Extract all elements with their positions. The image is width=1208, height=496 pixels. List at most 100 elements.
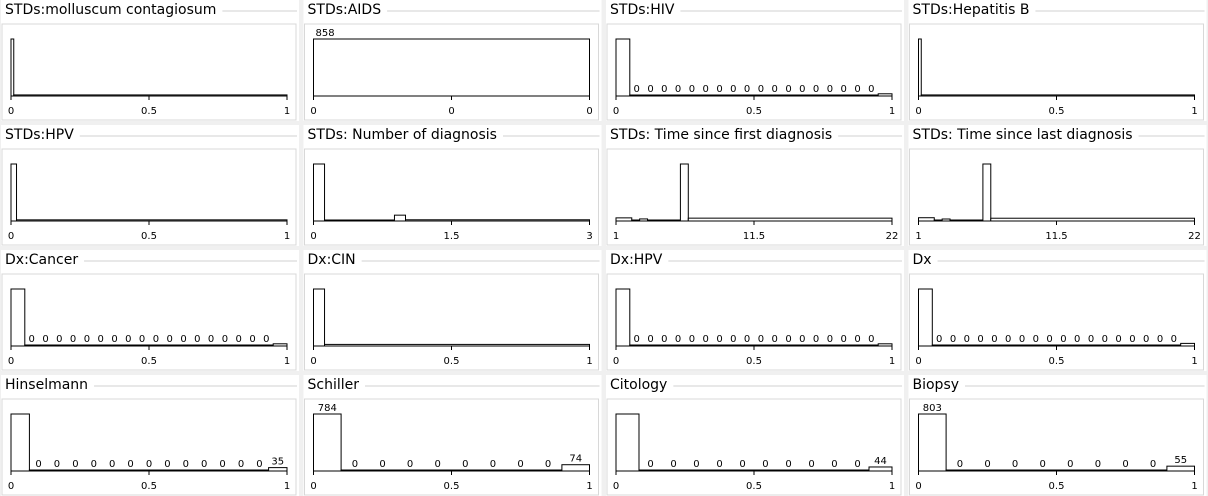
bar bbox=[10, 288, 26, 347]
bar bbox=[1097, 344, 1113, 347]
bar bbox=[687, 217, 893, 222]
data-label: 0 bbox=[661, 84, 667, 95]
bar bbox=[945, 469, 975, 472]
chart-title: Biopsy bbox=[913, 377, 960, 393]
data-label: 0 bbox=[139, 334, 145, 345]
bar bbox=[850, 344, 865, 347]
x-tick-label: 0 bbox=[310, 356, 316, 367]
data-label: 0 bbox=[854, 459, 860, 470]
panel bbox=[606, 250, 904, 371]
bar bbox=[629, 94, 645, 97]
bar bbox=[730, 469, 755, 472]
data-label: 0 bbox=[1067, 459, 1073, 470]
data-label: 0 bbox=[991, 334, 997, 345]
data-label: 44 bbox=[874, 456, 887, 467]
bar bbox=[753, 469, 778, 472]
bar bbox=[836, 94, 852, 97]
chart-title: STDs:Hepatitis B bbox=[913, 2, 1030, 18]
data-label: 0 bbox=[1088, 334, 1094, 345]
bar bbox=[615, 38, 631, 97]
bar bbox=[28, 469, 49, 472]
bar bbox=[313, 38, 590, 97]
data-label: 0 bbox=[84, 334, 90, 345]
bar bbox=[203, 344, 219, 347]
bar bbox=[707, 469, 732, 472]
x-tick-label: 1 bbox=[1191, 106, 1197, 117]
data-label: 0 bbox=[703, 84, 709, 95]
data-label: 0 bbox=[1171, 334, 1177, 345]
bar bbox=[231, 469, 251, 472]
data-label: 0 bbox=[689, 334, 695, 345]
bar bbox=[822, 344, 838, 347]
panel bbox=[606, 375, 904, 496]
panel bbox=[908, 375, 1207, 496]
plot-frame bbox=[304, 148, 599, 246]
bar bbox=[712, 94, 727, 97]
bar bbox=[1000, 344, 1016, 347]
bar bbox=[258, 344, 274, 347]
data-label: 0 bbox=[808, 459, 814, 470]
bar bbox=[868, 466, 893, 472]
data-label: 0 bbox=[238, 459, 244, 470]
data-label: 35 bbox=[271, 457, 284, 468]
data-label: 0 bbox=[670, 459, 676, 470]
data-label: 0 bbox=[772, 84, 778, 95]
plot-frame bbox=[909, 23, 1204, 121]
data-label: 0 bbox=[352, 459, 358, 470]
bar bbox=[249, 469, 270, 472]
data-label: 0 bbox=[98, 334, 104, 345]
data-label: 0 bbox=[744, 334, 750, 345]
data-label: 0 bbox=[1115, 334, 1121, 345]
data-label: 0 bbox=[785, 459, 791, 470]
data-label: 0 bbox=[785, 84, 791, 95]
bar bbox=[1138, 469, 1168, 472]
bar bbox=[478, 469, 508, 472]
data-label: 0 bbox=[72, 459, 78, 470]
bar bbox=[324, 219, 395, 222]
bar bbox=[1028, 344, 1044, 347]
bar bbox=[231, 344, 247, 347]
x-tick-label: 0.5 bbox=[1049, 356, 1065, 367]
bar bbox=[10, 38, 15, 97]
bar bbox=[836, 344, 852, 347]
bar bbox=[631, 219, 641, 222]
x-tick-label: 0 bbox=[8, 231, 14, 242]
data-label: 0 bbox=[109, 459, 115, 470]
bar bbox=[918, 413, 947, 472]
data-label: 0 bbox=[54, 459, 60, 470]
x-tick-label: 0.5 bbox=[141, 231, 157, 242]
bar bbox=[1014, 344, 1030, 347]
data-label: 0 bbox=[517, 459, 523, 470]
bar bbox=[661, 469, 686, 472]
data-label: 0 bbox=[1033, 334, 1039, 345]
data-label: 0 bbox=[950, 334, 956, 345]
panel bbox=[1, 0, 299, 121]
bar bbox=[1166, 465, 1196, 472]
bar bbox=[1111, 344, 1126, 347]
bar bbox=[698, 94, 714, 97]
bar bbox=[753, 94, 769, 97]
plot-frame bbox=[304, 273, 599, 371]
bar bbox=[148, 344, 164, 347]
data-label: 0 bbox=[435, 459, 441, 470]
bar bbox=[767, 344, 783, 347]
data-label: 0 bbox=[693, 459, 699, 470]
chart-title: STDs: Number of diagnosis bbox=[308, 127, 497, 143]
bar bbox=[931, 344, 947, 347]
plot-frame bbox=[606, 148, 902, 246]
bar bbox=[643, 344, 658, 347]
bar bbox=[47, 469, 67, 472]
x-tick-label: 0 bbox=[915, 356, 921, 367]
plot-frame bbox=[909, 148, 1204, 246]
bar bbox=[670, 94, 686, 97]
data-label: 0 bbox=[42, 334, 48, 345]
bar bbox=[217, 344, 233, 347]
plot-frame bbox=[1, 398, 297, 496]
panel bbox=[303, 375, 602, 496]
data-label: 0 bbox=[249, 334, 255, 345]
data-label: 0 bbox=[827, 84, 833, 95]
data-label: 0 bbox=[936, 334, 942, 345]
x-tick-label: 1.5 bbox=[444, 231, 460, 242]
bar bbox=[941, 218, 951, 222]
bar bbox=[1083, 344, 1099, 347]
